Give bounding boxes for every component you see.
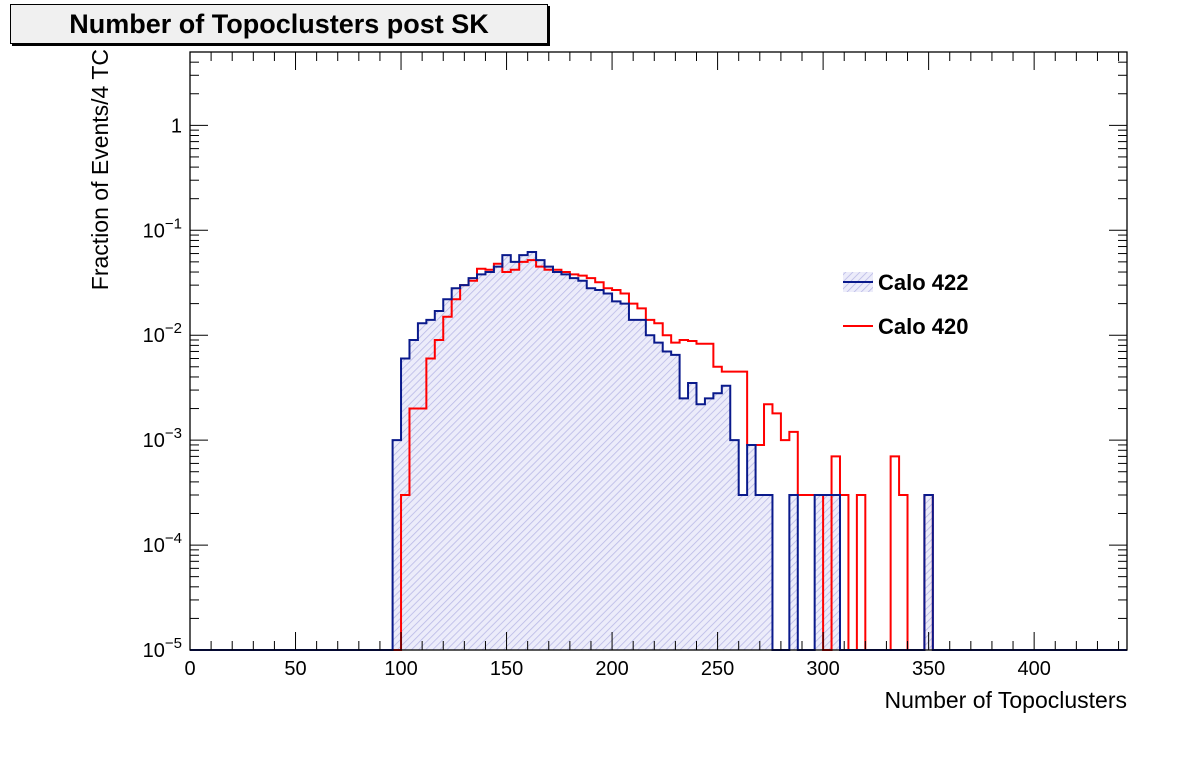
y-tick-label: 10−3: [143, 425, 182, 452]
y-tick-label: 10−5: [143, 635, 182, 662]
series-fill-0: [392, 252, 942, 650]
x-tick-label: 250: [701, 658, 734, 680]
axis-ticks: [189, 51, 1127, 651]
axis-tick-labels: 0 50 100 150 200 250 300 350 400 1 10−1 10−2 10−3 10−…: [143, 115, 1051, 680]
legend-item-0: Calo 422: [843, 270, 969, 295]
y-axis-label: Fraction of Events/4 TC: [87, 49, 113, 290]
x-tick-label: 100: [384, 658, 417, 680]
y-tick-label: 1: [171, 115, 182, 137]
series-layer: [190, 251, 1127, 651]
y-tick-label: 10−4: [143, 530, 182, 557]
x-tick-label: 400: [1017, 658, 1050, 680]
x-tick-label: 50: [284, 658, 306, 680]
x-axis-label: Number of Topoclusters: [885, 687, 1127, 713]
x-tick-label: 0: [184, 658, 195, 680]
legend-label: Calo 422: [878, 270, 969, 295]
series-line-1: [190, 259, 1127, 651]
x-tick-label: 350: [912, 658, 945, 680]
legend-label: Calo 420: [878, 314, 969, 339]
x-tick-label: 300: [806, 658, 839, 680]
legend: Calo 422 Calo 420: [843, 270, 969, 339]
chart-title: Number of Topoclusters post SK: [10, 4, 548, 44]
x-tick-label: 200: [595, 658, 628, 680]
x-tick-label: 150: [490, 658, 523, 680]
y-tick-label: 10−1: [143, 215, 182, 242]
series-line-0: [190, 251, 1127, 651]
y-tick-label: 10−2: [143, 320, 182, 347]
legend-item-1: Calo 420: [843, 314, 969, 339]
